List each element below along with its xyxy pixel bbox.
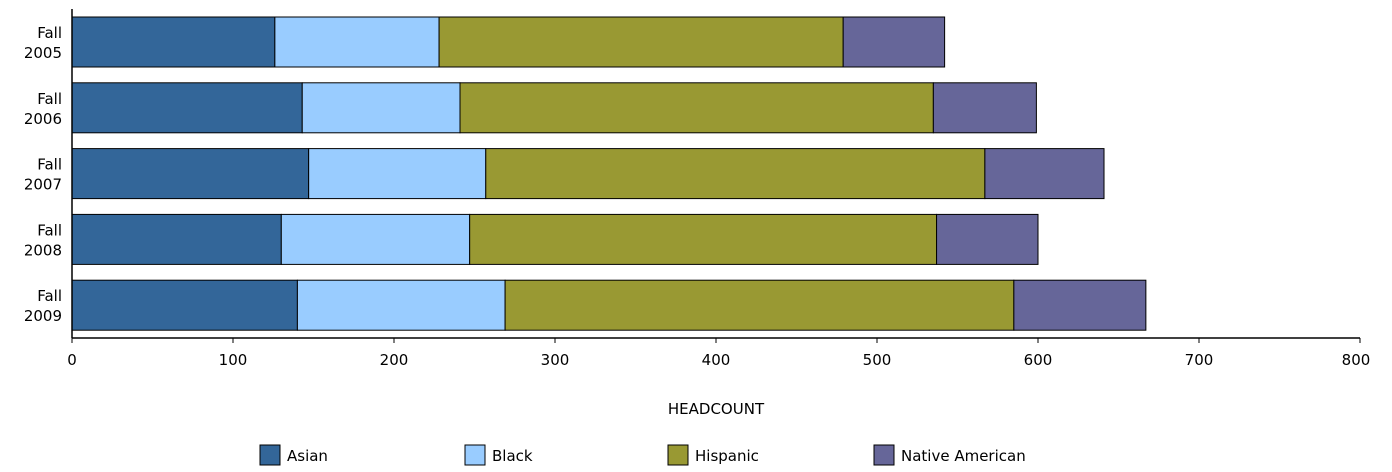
axes-layer	[71, 9, 1361, 343]
x-tick-label: 200	[380, 351, 409, 369]
legend-item-asian: Asian	[259, 444, 328, 466]
bar-black-fall-2009	[296, 279, 506, 331]
legend-label: Black	[492, 447, 533, 465]
y-tick-label: Fall 2005	[24, 24, 62, 62]
bar-hispanic-fall-2005	[438, 16, 844, 68]
bar-hispanic-fall-2006	[459, 82, 934, 134]
x-tick-label: 700	[1185, 351, 1214, 369]
y-tick-label: Fall 2008	[24, 221, 62, 259]
legend-swatch	[464, 444, 486, 466]
bar-black-fall-2005	[274, 16, 440, 68]
bar-native-american-fall-2007	[984, 148, 1105, 200]
bar-black-fall-2008	[280, 213, 471, 265]
legend-label: Asian	[287, 447, 328, 465]
bar-black-fall-2007	[308, 148, 487, 200]
bar-asian-fall-2006	[71, 82, 303, 134]
bar-asian-fall-2007	[71, 148, 310, 200]
x-tick-label: 400	[702, 351, 731, 369]
bar-native-american-fall-2008	[936, 213, 1039, 265]
x-tick-label: 500	[863, 351, 892, 369]
legend-label: Hispanic	[695, 447, 759, 465]
bar-native-american-fall-2005	[842, 16, 946, 68]
legend-item-hispanic: Hispanic	[667, 444, 759, 466]
bar-native-american-fall-2009	[1013, 279, 1147, 331]
bars-layer	[71, 16, 1147, 331]
bar-hispanic-fall-2007	[485, 148, 986, 200]
labels-layer: Fall 2005 Fall 2006 Fall 2007 Fall 2008 Fall 2009…	[24, 24, 1371, 369]
legend-swatch	[259, 444, 281, 466]
x-tick-label: 800	[1342, 351, 1371, 369]
legend-swatch	[667, 444, 689, 466]
bar-asian-fall-2009	[71, 279, 298, 331]
y-tick-label: Fall 2007	[24, 156, 62, 194]
legend-label: Native American	[901, 447, 1026, 465]
x-axis-title: HEADCOUNT	[668, 400, 765, 418]
bar-asian-fall-2005	[71, 16, 276, 68]
bar-black-fall-2006	[301, 82, 461, 134]
y-tick-label: Fall 2006	[24, 90, 62, 128]
bar-asian-fall-2008	[71, 213, 282, 265]
bar-hispanic-fall-2009	[504, 279, 1015, 331]
x-tick-label: 300	[541, 351, 570, 369]
legend-item-native-american: Native American	[873, 444, 1026, 466]
x-tick-label: 0	[67, 351, 77, 369]
legend-swatch	[873, 444, 895, 466]
bar-native-american-fall-2006	[932, 82, 1037, 134]
y-tick-label: Fall 2009	[24, 287, 62, 325]
bar-hispanic-fall-2008	[469, 213, 938, 265]
legend-item-black: Black	[464, 444, 533, 466]
x-tick-label: 100	[219, 351, 248, 369]
x-tick-label: 600	[1024, 351, 1053, 369]
legend: Asian Black Hispanic Native American	[259, 444, 1026, 466]
